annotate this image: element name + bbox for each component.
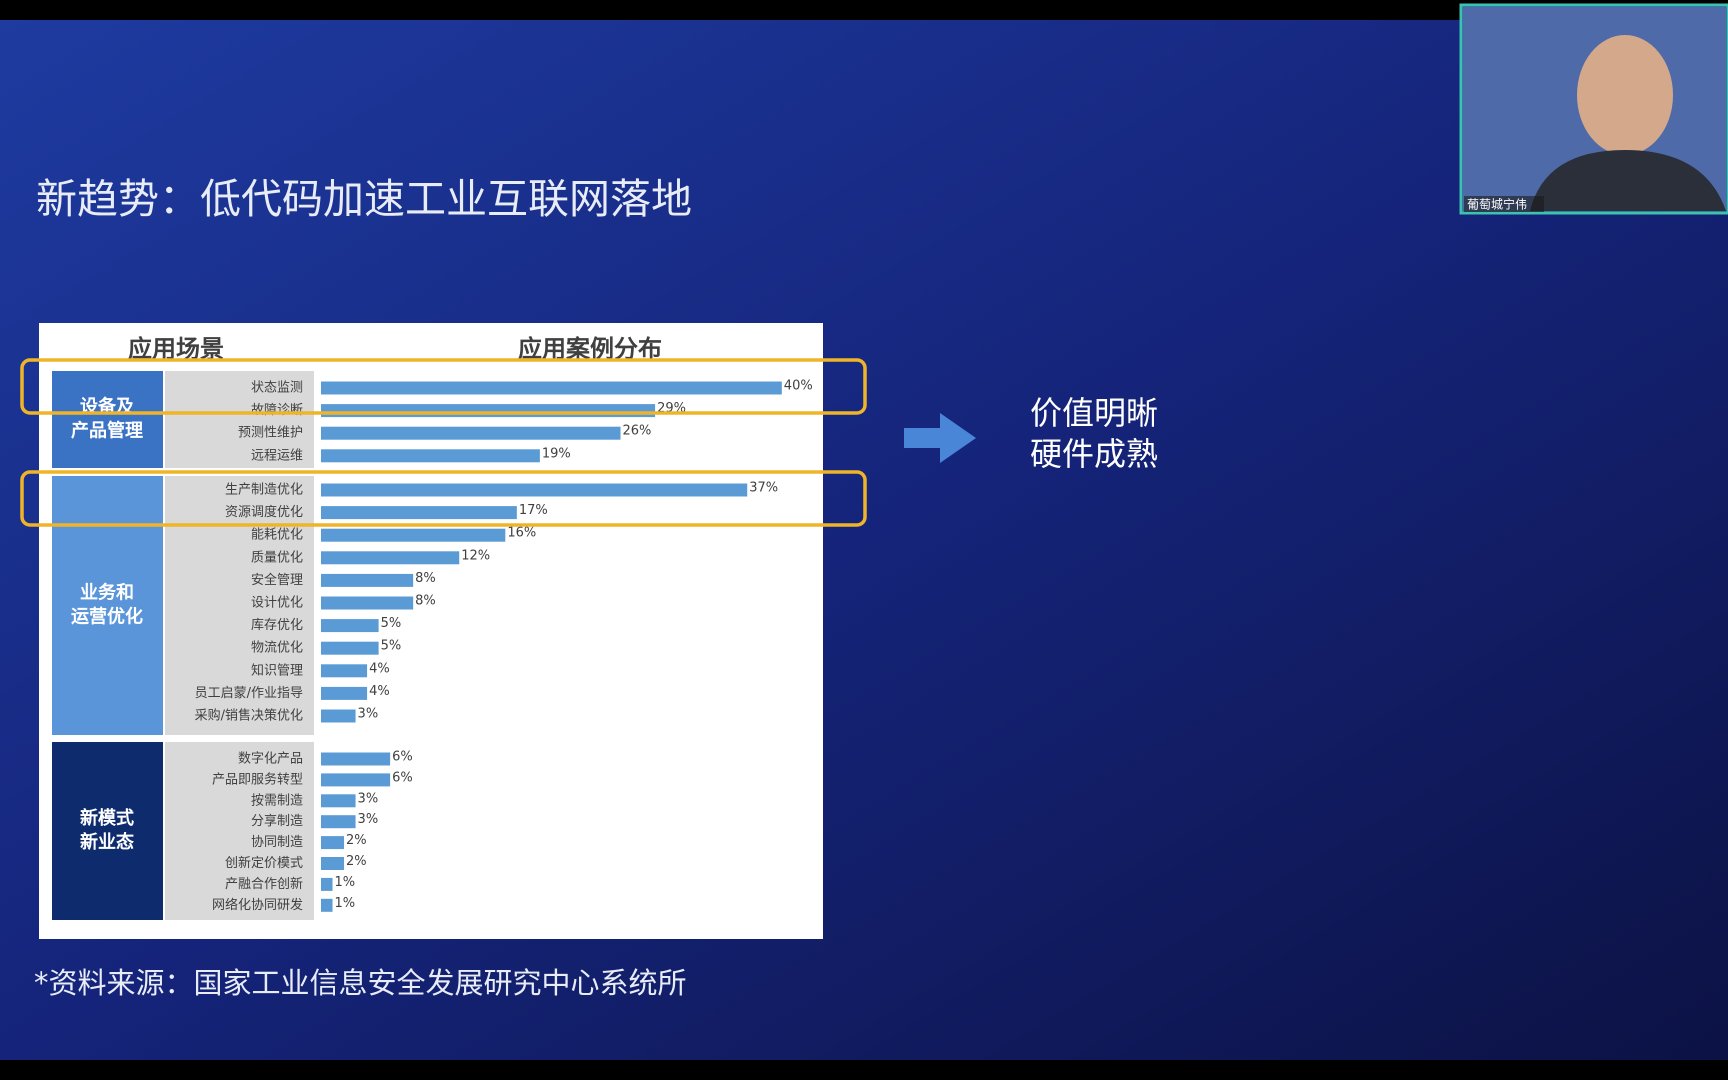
bar [321,404,656,418]
value-label: 1% [335,896,356,911]
category-label: 按需制造 [251,793,303,808]
category-label: 能耗优化 [251,528,303,543]
value-label: 2% [346,833,367,848]
category-label: 资源调度优化 [225,504,303,520]
bar [321,449,540,463]
category-label: 生产制造优化 [225,483,303,498]
highlight-box [20,470,867,527]
value-label: 2% [346,854,367,869]
bar [321,752,391,766]
group-label: 新业态 [80,831,134,853]
category-label: 网络化协同研发 [212,897,303,913]
bar [321,619,379,633]
category-label: 产融合作创新 [225,876,303,892]
category-label: 物流优化 [251,641,303,656]
bar [321,686,368,700]
bar [321,898,333,912]
value-label: 8% [415,594,436,609]
category-label: 创新定价模式 [225,855,303,871]
bar [321,551,460,565]
value-label: 5% [381,616,402,631]
category-label: 采购/销售决策优化 [195,708,303,724]
group-label: 运营优化 [71,606,143,628]
value-label: 16% [507,526,536,541]
value-label: 5% [381,639,402,654]
bar [321,573,414,587]
label-column [165,476,314,735]
bar [321,877,333,891]
highlight-box [20,358,867,415]
webcam: 葡萄城宁伟 [1459,3,1728,215]
arrow [904,413,976,463]
bar [321,528,506,542]
bar [321,664,368,678]
value-label: 19% [542,446,571,461]
value-label: 26% [623,424,652,439]
group-box [52,371,163,468]
side-text: 硬件成熟 [1030,435,1158,473]
group-box [52,476,163,735]
bar [321,836,345,850]
category-label: 产品即服务转型 [212,771,303,787]
group-label: 新模式 [80,807,134,829]
bar [321,426,621,440]
bar [321,596,414,610]
value-label: 4% [369,684,390,699]
source-note: *资料来源：国家工业信息安全发展研究中心系统所 [34,966,687,1000]
category-label: 设计优化 [251,596,303,611]
value-label: 3% [358,812,379,827]
bar [321,381,782,395]
webcam-name: 葡萄城宁伟 [1467,197,1527,212]
value-label: 3% [358,707,379,722]
category-label: 状态监测 [251,381,303,396]
category-label: 安全管理 [251,572,303,588]
bar [321,483,748,497]
label-column [165,371,314,468]
value-label: 12% [461,548,490,563]
category-label: 数字化产品 [238,752,303,767]
value-label: 6% [392,750,413,765]
category-label: 协同制造 [251,835,303,850]
bar [321,773,391,787]
category-label: 质量优化 [251,550,303,565]
group-box [52,742,163,920]
slide-title: 新趋势：低代码加速工业互联网落地 [36,175,692,223]
category-label: 远程运维 [251,448,303,463]
category-label: 故障诊断 [251,403,303,418]
person-head [1577,35,1673,155]
value-label: 17% [519,503,548,518]
side-text: 价值明晰 [1030,394,1158,432]
category-label: 知识管理 [251,662,303,678]
bar [321,641,379,655]
name-tag [1464,196,1544,212]
category-label: 预测性维护 [238,426,303,441]
value-label: 4% [369,661,390,676]
group-label: 产品管理 [71,420,143,442]
value-label: 3% [358,791,379,806]
category-label: 库存优化 [251,617,303,633]
value-label: 1% [335,875,356,890]
value-label: 8% [415,571,436,586]
bar [321,709,356,723]
value-label: 40% [784,379,813,394]
group-label: 业务和 [80,582,134,604]
value-label: 37% [749,481,778,496]
person-body [1530,150,1726,211]
category-label: 员工启蒙/作业指导 [195,686,303,701]
bar [321,506,517,520]
bar [321,857,345,870]
category-label: 分享制造 [251,813,303,829]
label-column [165,742,314,920]
bar [321,794,356,808]
value-label: 6% [392,770,413,785]
bar [321,815,356,829]
